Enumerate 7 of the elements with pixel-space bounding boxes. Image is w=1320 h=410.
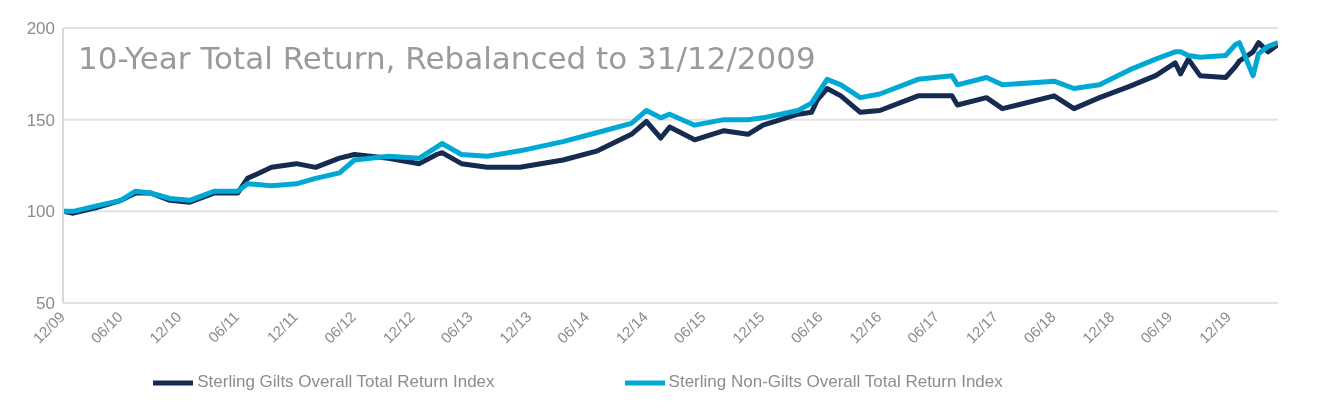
chart-title: 10-Year Total Return, Rebalanced to 31/12/2009 [78,40,816,76]
y-tick-label: 150 [26,110,55,130]
legend-label: Sterling Gilts Overall Total Return Index [197,372,495,392]
legend-label: Sterling Non-Gilts Overall Total Return Index [668,372,1003,392]
y-tick-label: 50 [36,294,55,314]
y-tick-label: 200 [26,19,55,39]
y-tick-label: 100 [26,202,55,222]
